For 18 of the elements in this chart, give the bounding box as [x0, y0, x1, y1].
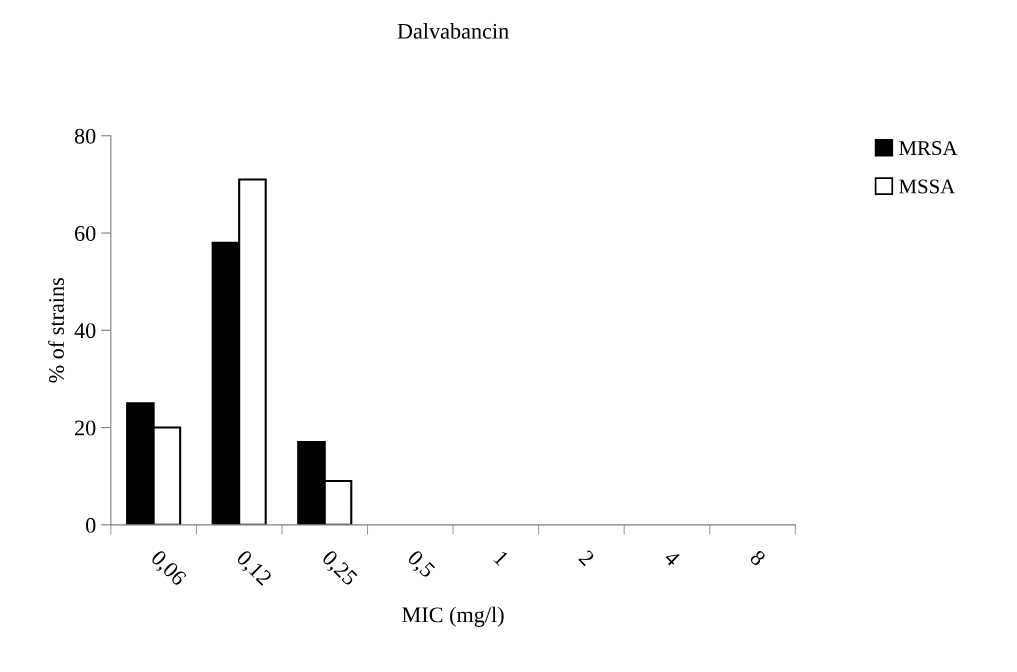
chart-title: Dalvabancin	[397, 23, 509, 39]
y-tick-label: 40	[74, 323, 96, 339]
x-tick-label: 0,5	[404, 549, 436, 581]
x-tick-label: 0,25	[319, 549, 359, 589]
x-tick-label: 8	[749, 549, 767, 567]
x-tick-label: 0,06	[148, 549, 188, 589]
y-tick-label: 20	[75, 420, 96, 436]
x-tick-label: 2	[578, 549, 596, 567]
y-tick-label: 0	[86, 517, 96, 533]
x-tick-label: 0,12	[233, 549, 273, 589]
y-tick-label: 80	[74, 128, 96, 144]
y-tick-label: 60	[75, 225, 96, 241]
legend-label: MRSA	[899, 141, 958, 156]
x-tick-label: 1	[493, 550, 510, 567]
y-axis-title: % of strains	[48, 278, 65, 383]
legend-label: MSSA	[899, 179, 956, 194]
x-tick-label: 4	[663, 549, 682, 567]
x-axis-title: MIC (mg/l)	[402, 606, 504, 627]
